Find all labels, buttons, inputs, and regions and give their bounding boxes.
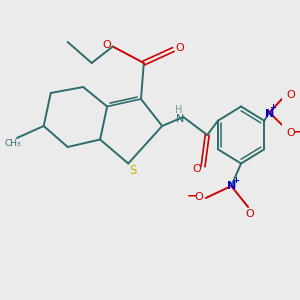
Text: H: H [175,105,182,116]
Text: −: − [292,125,300,139]
Text: O: O [194,191,203,202]
Text: N: N [176,113,184,124]
Text: O: O [102,40,111,50]
Text: CH₃: CH₃ [4,139,21,148]
Text: +: + [269,103,276,112]
Text: −: − [187,190,197,203]
Text: O: O [286,89,296,100]
Text: +: + [232,176,239,185]
Text: S: S [129,164,136,178]
Text: O: O [245,208,254,219]
Text: O: O [286,128,296,139]
Text: N: N [265,109,274,119]
Text: O: O [192,164,201,175]
Text: N: N [226,181,236,191]
Text: O: O [175,43,184,53]
